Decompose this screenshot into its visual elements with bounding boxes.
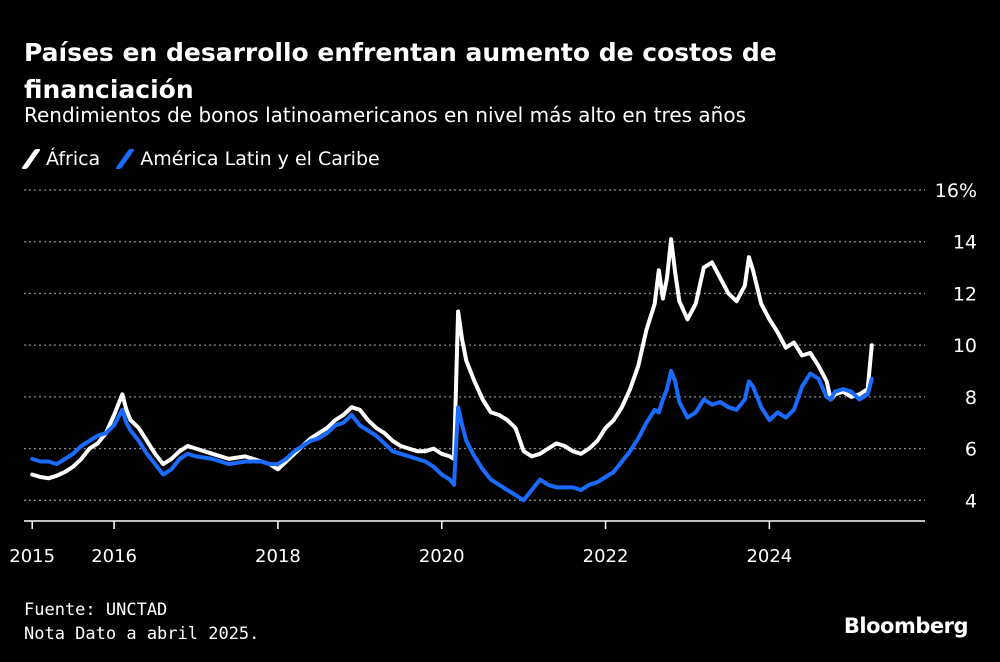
brand-logo: Bloomberg bbox=[843, 614, 969, 638]
source-note: Fuente: UNCTAD bbox=[24, 600, 168, 620]
x-tick-label: 2020 bbox=[419, 546, 465, 567]
series-line-latam bbox=[30, 369, 874, 503]
y-tick-label: 12 bbox=[953, 283, 977, 305]
x-tick-label: 2024 bbox=[746, 546, 792, 567]
series-line-africa bbox=[30, 237, 874, 481]
chart-title: Países en desarrollo enfrentan aumento d… bbox=[24, 38, 777, 104]
legend: África América Latin y el Caribe bbox=[20, 148, 396, 170]
legend-item-africa: África bbox=[20, 148, 101, 170]
series-layer bbox=[30, 237, 874, 503]
x-tick-label: 2015 bbox=[9, 546, 55, 567]
y-tick-label: 8 bbox=[965, 387, 977, 409]
x-tick-label: 2016 bbox=[91, 546, 137, 567]
y-tick-label: 16% bbox=[935, 180, 977, 202]
footer-notes: Fuente: UNCTAD Nota Dato a abril 2025. bbox=[24, 598, 259, 646]
y-tick-label: 10 bbox=[953, 335, 977, 357]
chart-subtitle: Rendimientos de bonos latinoamericanos e… bbox=[24, 103, 746, 127]
x-axis: 2015 2016 2018 2020 2022 2024 bbox=[9, 520, 925, 567]
y-tick-label: 4 bbox=[965, 490, 977, 512]
legend-label-africa: África bbox=[46, 148, 101, 170]
grid-layer bbox=[24, 189, 925, 501]
legend-item-latam: América Latin y el Caribe bbox=[115, 148, 380, 170]
x-tick-label: 2022 bbox=[583, 546, 629, 567]
x-tick-label: 2018 bbox=[255, 546, 301, 567]
y-tick-label: 6 bbox=[965, 439, 977, 461]
y-tick-label: 14 bbox=[953, 232, 977, 254]
legend-label-latam: América Latin y el Caribe bbox=[140, 148, 380, 170]
data-note: Nota Dato a abril 2025. bbox=[24, 624, 260, 644]
y-axis: 4 6 8 10 12 14 16% bbox=[935, 180, 977, 512]
